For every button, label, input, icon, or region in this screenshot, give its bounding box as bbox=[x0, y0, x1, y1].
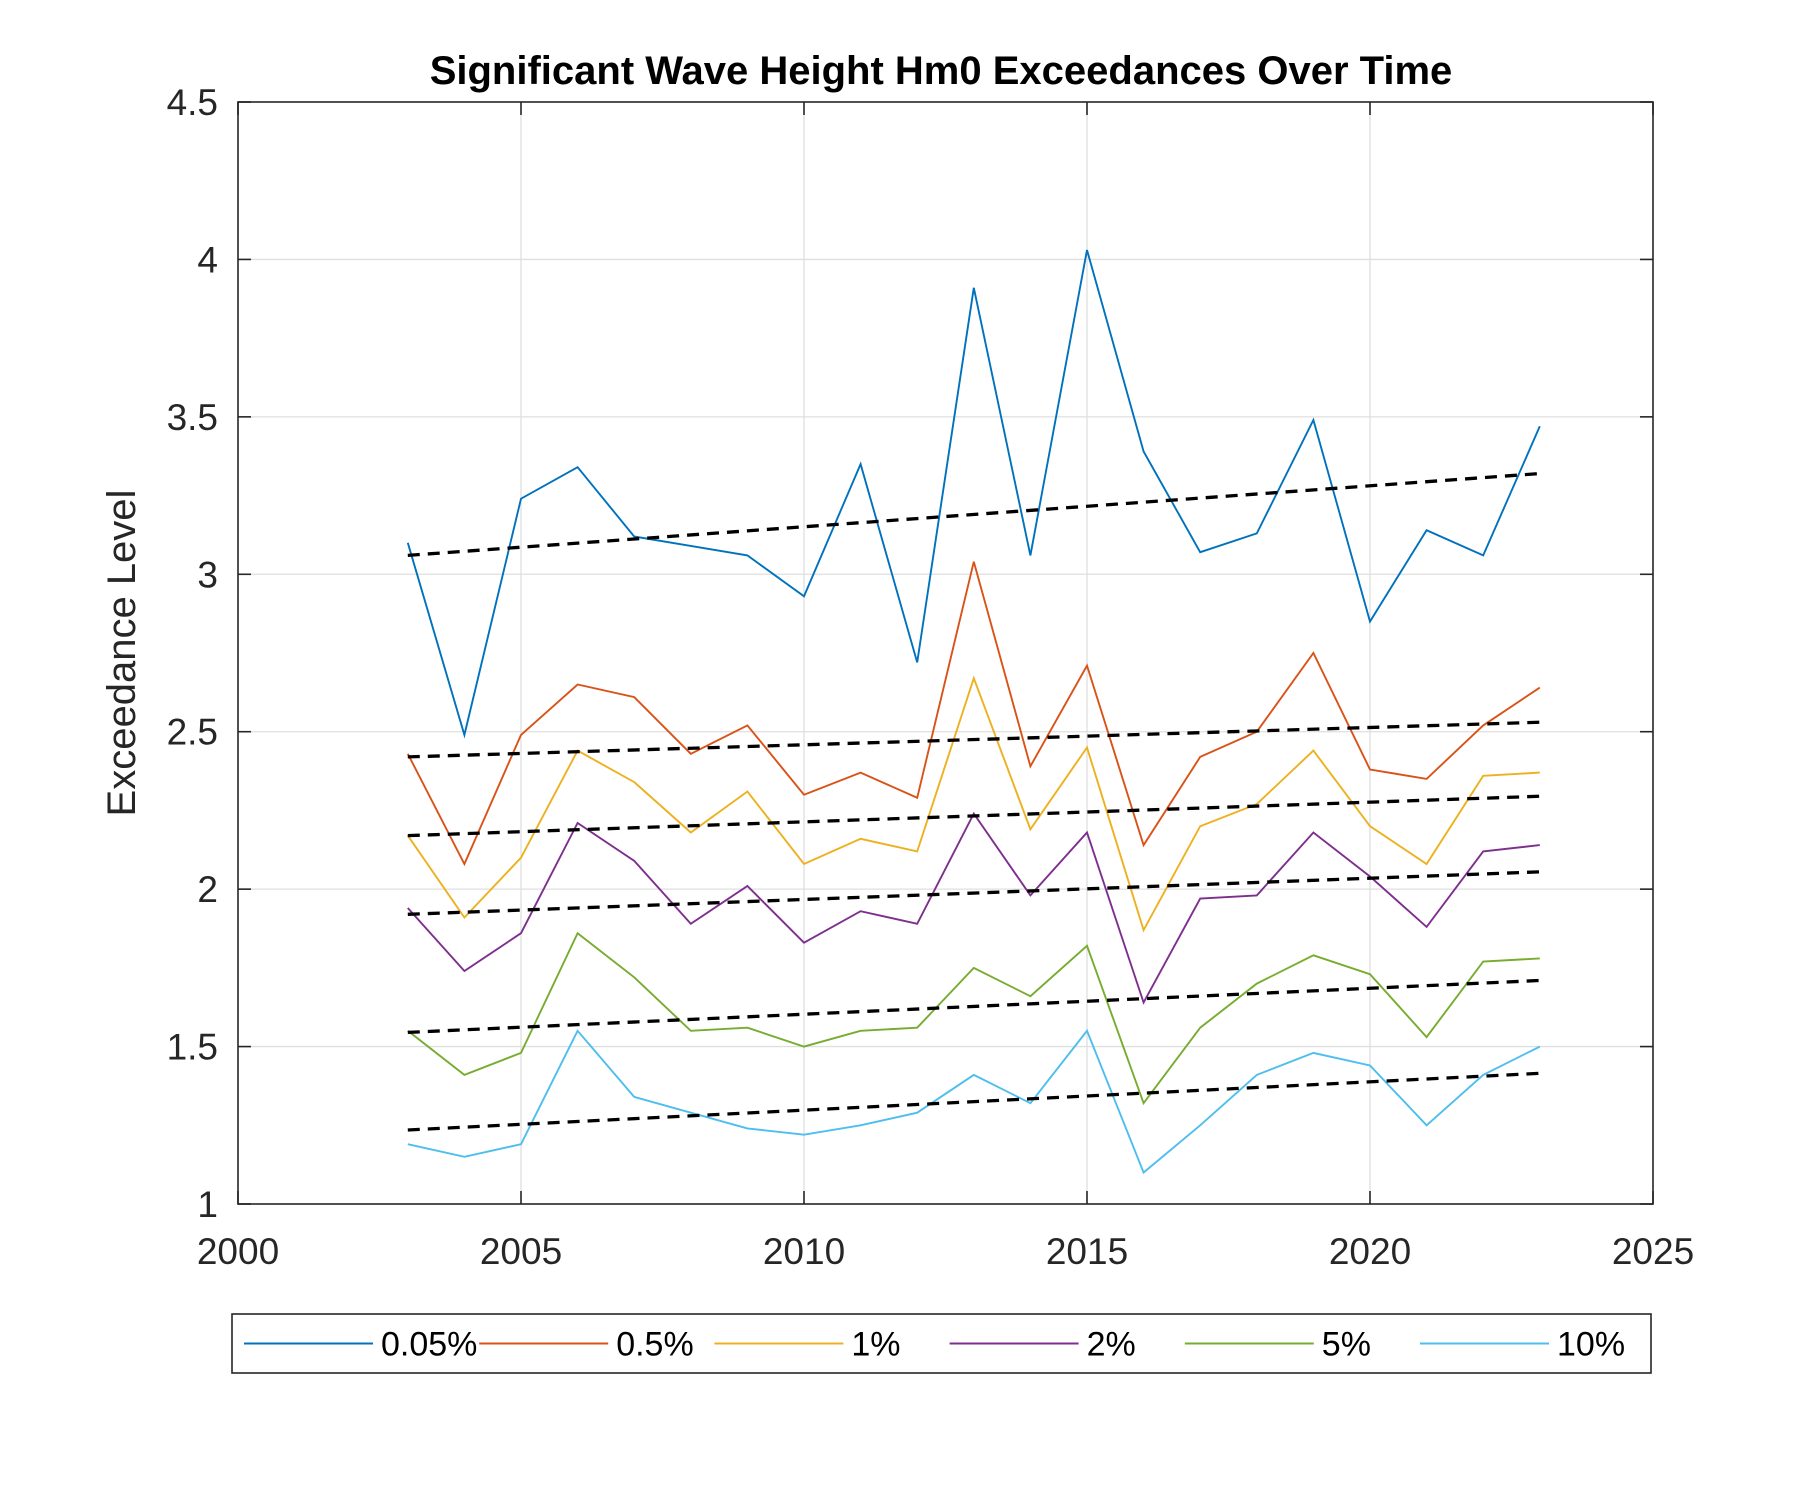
legend-label-5: 10% bbox=[1557, 1326, 1625, 1364]
x-tick-label: 2020 bbox=[1329, 1231, 1411, 1272]
y-tick-label: 4.5 bbox=[167, 82, 218, 123]
trend-line-4 bbox=[407, 978, 1540, 1035]
series-line-5 bbox=[407, 1028, 1541, 1175]
legend-items: 0.05% 0.5% 1% 2% 5% 10% bbox=[244, 1326, 1625, 1364]
y-tick-label: 2 bbox=[197, 869, 218, 910]
trend-line-5 bbox=[407, 1071, 1540, 1132]
y-tick-label: 2.5 bbox=[167, 712, 218, 753]
x-tick-label: 2005 bbox=[480, 1231, 562, 1272]
legend-label-0: 0.05% bbox=[381, 1326, 477, 1364]
plot-area-frame bbox=[237, 101, 1654, 1205]
series-lines bbox=[406, 249, 1541, 1175]
series-line-0 bbox=[406, 249, 1541, 739]
y-tick-label: 3.5 bbox=[167, 397, 218, 438]
series-line-4 bbox=[407, 931, 1540, 1106]
y-tick-label: 1 bbox=[197, 1184, 218, 1225]
series-line-2 bbox=[407, 675, 1540, 933]
axis-ticks: 2000 2005 2010 2015 2020 2025 1 1.5 2 2.5 3 3.5 4 4.5 bbox=[167, 82, 1695, 1272]
series-line-1 bbox=[406, 561, 1541, 867]
trend-line-3 bbox=[407, 870, 1540, 916]
grid-lines bbox=[238, 102, 1653, 1204]
y-tick-label: 1.5 bbox=[167, 1027, 218, 1068]
legend-label-1: 0.5% bbox=[616, 1326, 694, 1364]
legend-label-3: 2% bbox=[1087, 1326, 1136, 1364]
trend-line-0 bbox=[407, 471, 1540, 558]
trend-line-2 bbox=[407, 794, 1540, 838]
trend-lines bbox=[407, 471, 1540, 1132]
y-axis-label: Exceedance Level bbox=[100, 490, 144, 817]
y-tick-label: 3 bbox=[197, 554, 218, 595]
chart-title: Significant Wave Height Hm0 Exceedances … bbox=[430, 49, 1453, 93]
series-line-3 bbox=[407, 811, 1540, 1005]
x-tick-label: 2025 bbox=[1612, 1231, 1694, 1272]
x-tick-label: 2000 bbox=[197, 1231, 279, 1272]
legend-label-2: 1% bbox=[851, 1326, 900, 1364]
y-tick-label: 4 bbox=[197, 239, 218, 280]
trend-line-1 bbox=[407, 720, 1540, 759]
x-tick-label: 2015 bbox=[1046, 1231, 1128, 1272]
legend-label-4: 5% bbox=[1322, 1326, 1371, 1364]
x-tick-label: 2010 bbox=[763, 1231, 845, 1272]
legend-box bbox=[231, 1313, 1652, 1374]
legend: 0.05% 0.5% 1% 2% 5% 10% bbox=[231, 1313, 1652, 1374]
